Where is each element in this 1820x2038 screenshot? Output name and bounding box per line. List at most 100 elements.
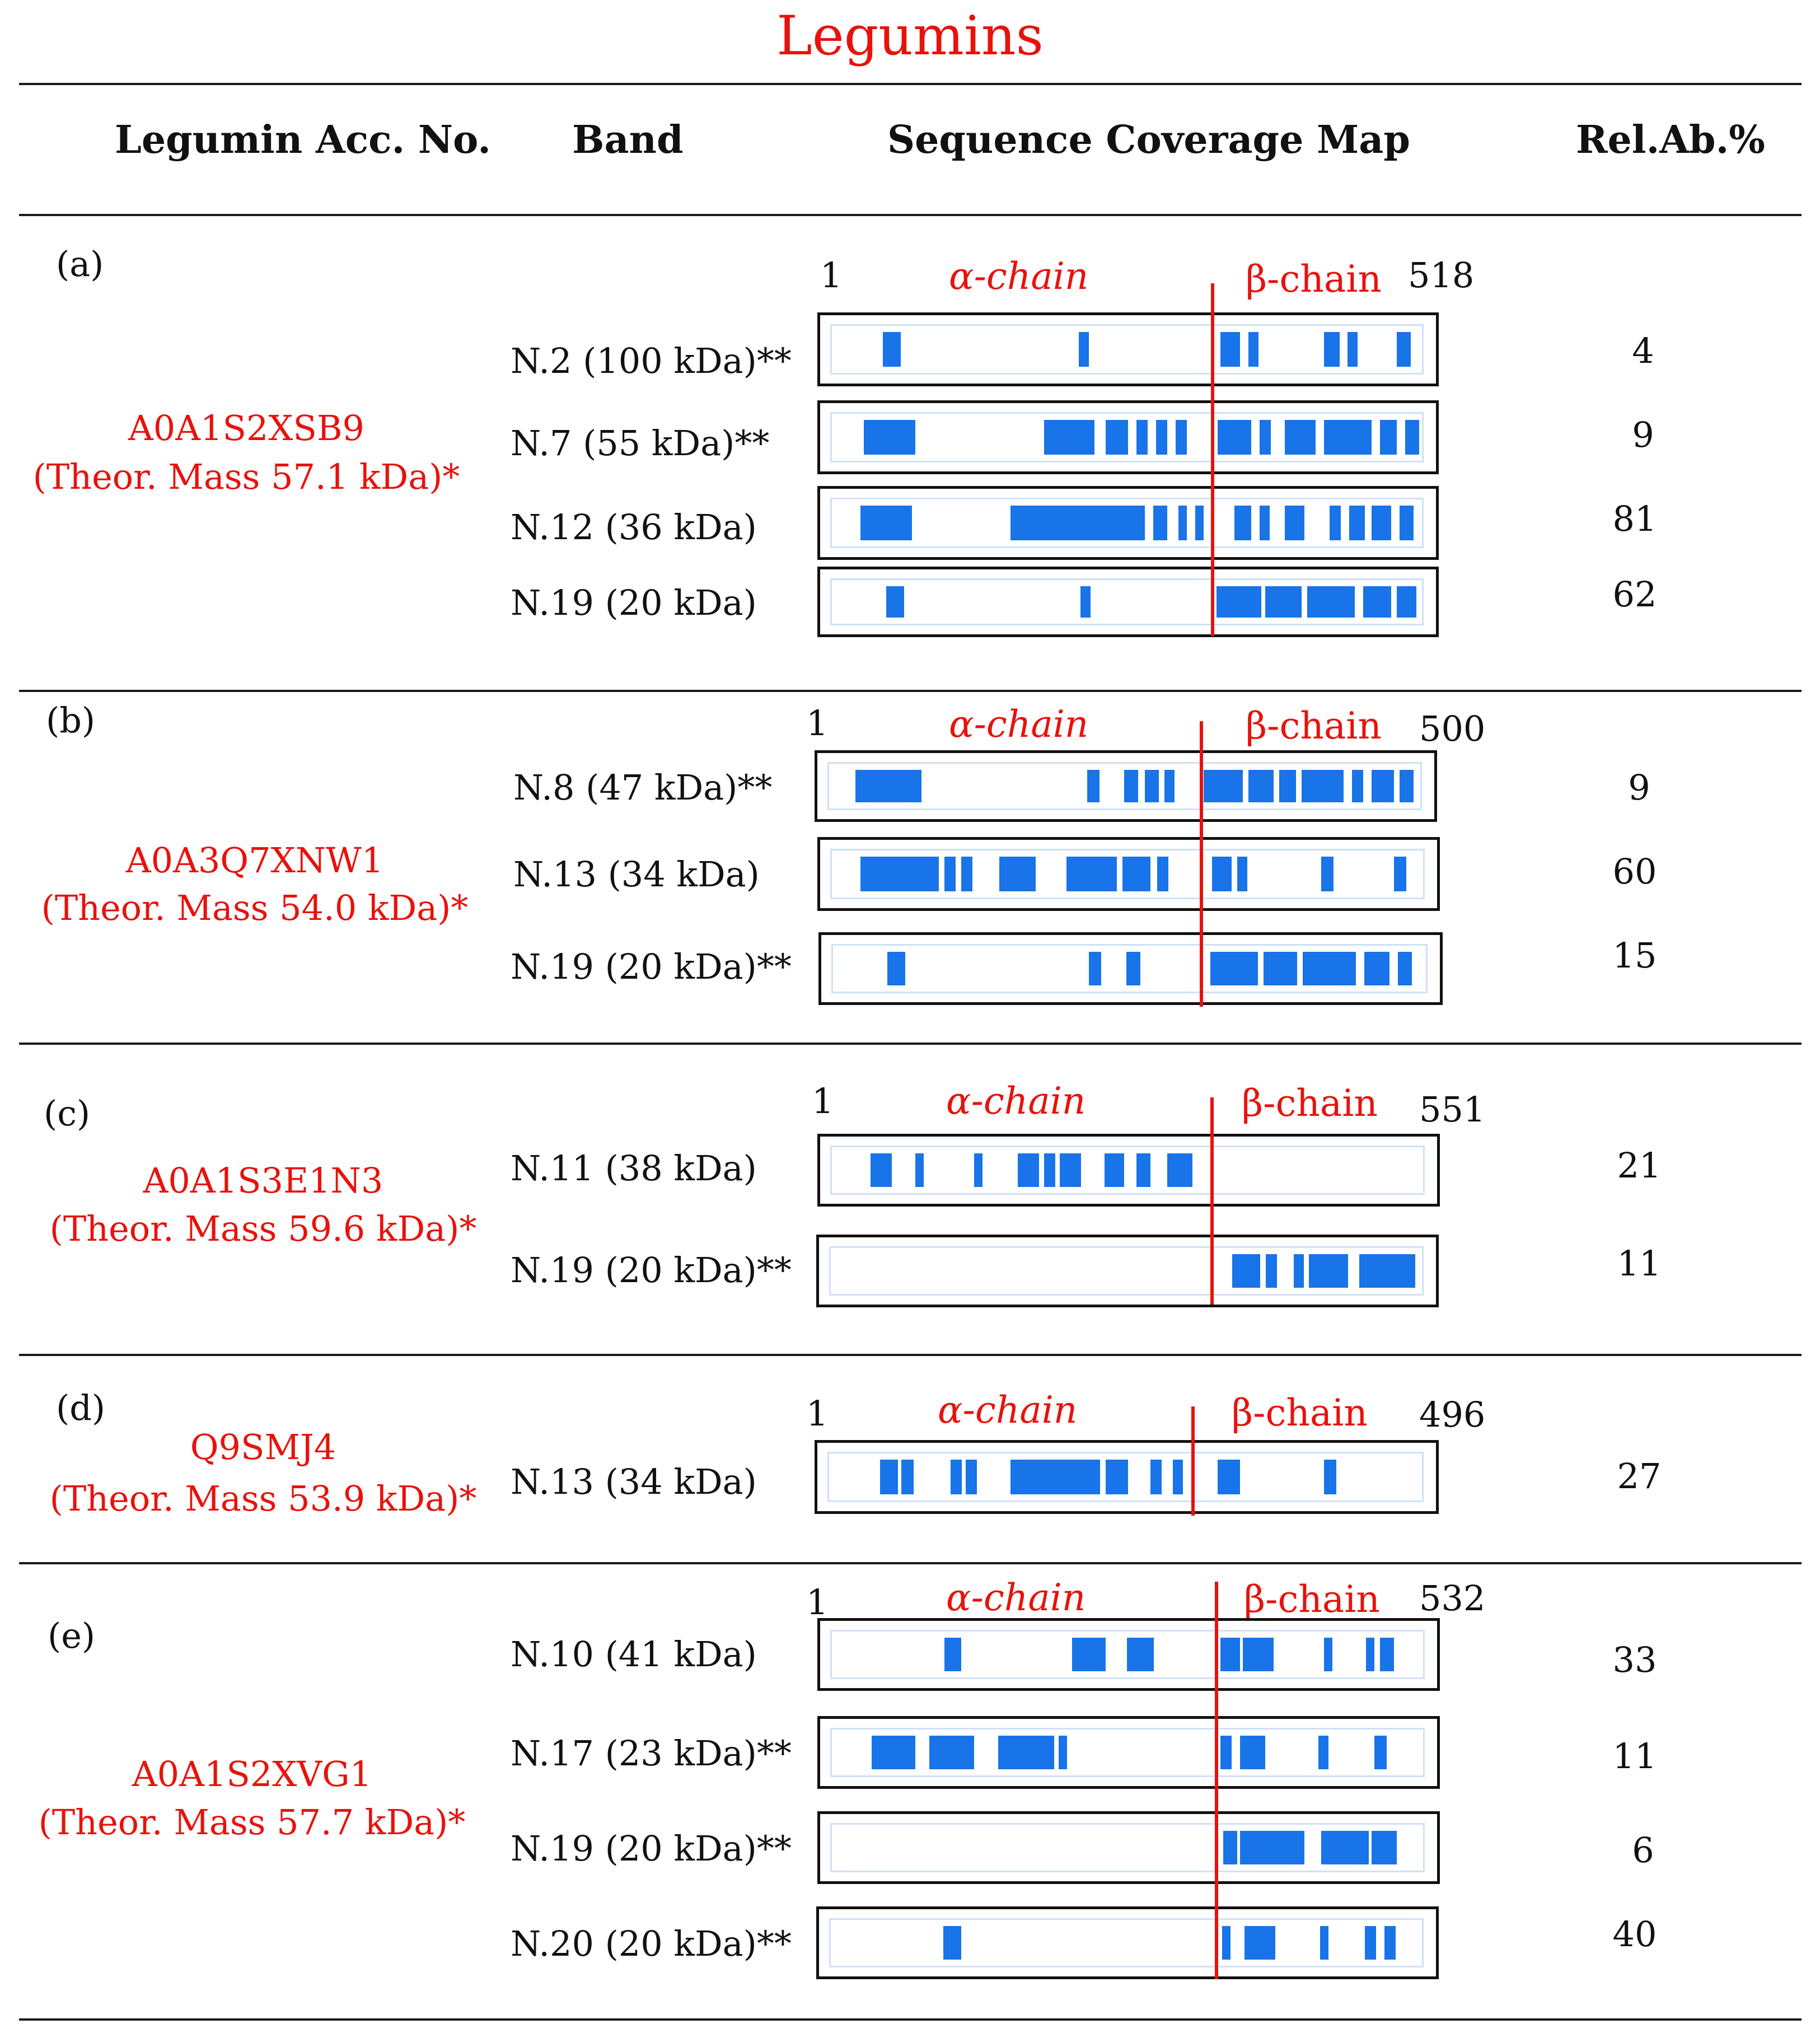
covered-segment [1372,506,1391,540]
accession-number: Q9SMJ4 [190,1427,336,1467]
coverage-map-row [815,750,1437,822]
group-separator [19,1043,1802,1045]
covered-segment [1324,332,1340,367]
covered-segment [1044,420,1094,455]
covered-segment [1364,952,1389,985]
group-letter: (b) [46,700,96,741]
covered-segment [1157,857,1168,891]
covered-segment [1260,420,1271,455]
covered-segment [1352,770,1363,802]
bottom-rule [19,2018,1802,2021]
alpha-beta-divider [1210,1097,1214,1305]
covered-segment [1156,420,1167,455]
relative-abundance-value: 21 [1617,1145,1662,1186]
group-letter: (c) [44,1093,91,1134]
covered-segment [1318,1736,1328,1769]
covered-segment [944,1638,961,1671]
covered-segment [1349,506,1365,540]
covered-segment [951,1460,962,1494]
band-label: N.19 (20 kDa)** [511,1828,792,1869]
relative-abundance-value: 60 [1612,851,1657,892]
covered-segment [998,1736,1054,1769]
covered-segment [1266,1254,1277,1288]
covered-segment [974,1153,982,1187]
sequence-end: 500 [1419,708,1486,749]
covered-segment [1398,952,1412,985]
relative-abundance-value: 4 [1632,330,1654,371]
covered-segment [1122,857,1150,891]
covered-segment [1167,1153,1192,1187]
header-band: Band [572,118,684,162]
group-letter: (d) [56,1387,106,1428]
coverage-map-row [817,312,1439,386]
covered-segment [1307,586,1355,618]
covered-segment [1302,770,1344,802]
alpha-beta-divider [1191,1406,1195,1516]
covered-segment [1324,420,1372,455]
covered-segment [1010,1460,1100,1494]
band-label: N.2 (100 kDa)** [511,340,792,381]
coverage-map-row [817,1134,1440,1207]
theoretical-mass: (Theor. Mass 59.6 kDa)* [49,1208,477,1249]
covered-segment [1124,770,1138,802]
covered-segment [855,770,921,802]
theoretical-mass: (Theor. Mass 57.1 kDa)* [32,456,460,497]
alpha-chain-label: α-chain [949,255,1089,298]
relative-abundance-value: 6 [1632,1830,1654,1871]
covered-segment [1240,1736,1265,1769]
covered-segment [1195,506,1204,540]
band-label: N.12 (36 kDa) [511,507,757,548]
covered-segment [1237,857,1247,891]
map-frame [829,1918,1424,1967]
covered-segment [1248,332,1258,367]
band-label: N.13 (34 kDa) [513,854,760,895]
covered-segment [1080,586,1091,618]
covered-segment [1089,952,1101,985]
band-label: N.13 (34 kDa) [511,1461,757,1502]
covered-segment [1079,332,1089,367]
relative-abundance-value: 9 [1628,767,1650,808]
covered-segment [1218,420,1251,455]
coverage-map-row [817,567,1439,637]
covered-segment [1380,1638,1394,1671]
group-letter: (e) [48,1615,96,1656]
alpha-chain-label: α-chain [949,703,1089,746]
relative-abundance-value: 11 [1617,1243,1662,1284]
sequence-end: 532 [1419,1578,1486,1619]
covered-segment [1218,1460,1240,1494]
covered-segment [872,1736,915,1769]
covered-segment [1223,1831,1237,1864]
sequence-start: 1 [806,1393,829,1434]
covered-segment [1324,1638,1332,1671]
covered-segment [915,1153,924,1187]
covered-segment [880,1460,898,1494]
covered-segment [1106,420,1128,455]
beta-chain-label: β-chain [1246,258,1382,301]
map-frame [829,1246,1424,1296]
accession-number: A0A1S2XSB9 [128,408,364,448]
sequence-end: 518 [1408,255,1475,296]
map-frame [830,578,1424,625]
map-frame [830,1630,1425,1679]
covered-segment [1220,332,1240,367]
sequence-start: 1 [812,1081,834,1121]
accession-number: A0A1S2XVG1 [132,1754,372,1794]
covered-segment [1136,1153,1150,1187]
page-title: Legumins [776,4,1044,67]
band-label: N.8 (47 kDa)** [513,767,773,808]
top-rule [19,83,1802,85]
covered-segment [886,586,904,618]
covered-segment [1363,586,1391,618]
group-letter: (a) [56,244,104,284]
beta-chain-label: β-chain [1246,704,1382,747]
covered-segment [1374,1736,1387,1769]
covered-segment [1285,506,1304,540]
coverage-map-row [816,1906,1439,1979]
sequence-end: 496 [1419,1394,1486,1435]
alpha-chain-label: α-chain [938,1389,1078,1432]
sequence-end: 551 [1419,1089,1486,1130]
theoretical-mass: (Theor. Mass 57.7 kDa)* [38,1802,466,1843]
covered-segment [1320,1926,1328,1960]
covered-segment [1303,952,1356,985]
